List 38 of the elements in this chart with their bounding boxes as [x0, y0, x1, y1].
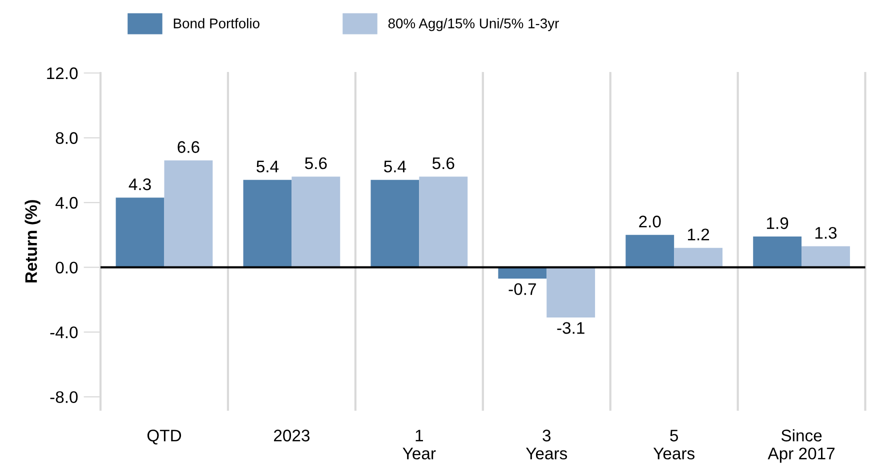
data-label: 5.4: [384, 160, 406, 172]
data-label: 1.3: [815, 226, 837, 239]
bar: [802, 246, 850, 268]
data-label: 4.3: [128, 178, 151, 190]
data-label: 1.9: [767, 217, 788, 230]
bar: [164, 160, 213, 268]
y-tick-label: 8.0: [56, 132, 78, 144]
data-label: -3.1: [557, 322, 584, 334]
x-tick-label: QTD: [147, 430, 182, 444]
y-axis-title: Return (%): [24, 200, 40, 282]
data-label: -0.7: [508, 283, 536, 296]
x-tick-label: 3 Years: [526, 430, 568, 460]
legend-label: Bond Portfolio: [174, 18, 260, 28]
data-label: 1.2: [688, 228, 710, 240]
bar: [292, 176, 340, 268]
bar: [116, 198, 164, 268]
data-label: 5.4: [256, 160, 279, 172]
data-label: 5.6: [432, 157, 454, 170]
y-tick-label: -8.0: [50, 391, 78, 404]
y-tick-label: 12.0: [47, 67, 78, 80]
x-tick-label: 5 Years: [653, 430, 694, 460]
bar: [419, 176, 468, 268]
bar: [370, 180, 420, 268]
bar: [546, 267, 596, 318]
bar: [674, 248, 723, 268]
data-label: 2.0: [639, 216, 661, 228]
bar: [626, 234, 674, 268]
y-tick-label: 4.0: [56, 196, 78, 209]
data-label: 5.6: [305, 157, 327, 170]
y-tick-label: -4.0: [50, 326, 78, 338]
bar: [753, 236, 802, 268]
x-tick-label: 2023: [274, 430, 310, 442]
legend-label: 80% Agg/15% Uni/5% 1-3yr: [388, 18, 559, 32]
x-tick-label: Since Apr 2017: [768, 429, 835, 463]
bar: [243, 180, 292, 268]
x-tick-label: 1 Year: [402, 430, 436, 460]
data-label: 6.6: [178, 141, 200, 153]
y-tick-label: 0.0: [56, 262, 78, 274]
